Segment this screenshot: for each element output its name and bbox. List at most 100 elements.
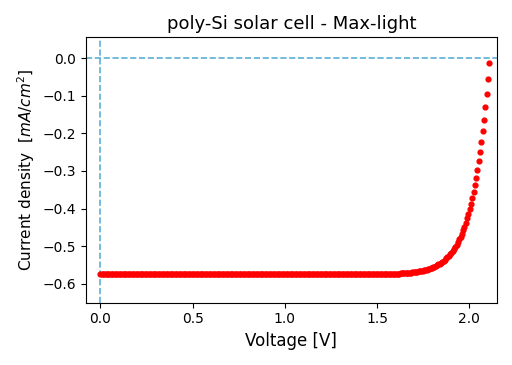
Point [300,272,308,277]
Point [265,272,273,277]
Point [271,272,280,277]
Point [117,272,125,277]
Point [282,272,290,277]
Point [355,272,363,277]
Point [357,272,366,277]
Point [126,272,135,277]
Point [212,272,221,277]
Point [445,253,453,259]
Point [125,272,133,277]
Point [232,272,240,277]
Point [244,272,252,277]
Point [279,272,287,277]
Point [400,270,409,276]
Point [450,246,458,252]
Point [385,271,393,277]
Point [260,272,268,277]
Point [120,272,128,277]
Point [468,195,476,201]
Point [189,272,197,277]
Point [441,257,449,262]
Point [286,272,294,277]
Point [143,272,152,277]
Point [426,265,435,271]
Point [459,227,467,233]
Point [106,272,115,277]
Point [186,272,195,277]
Point [150,272,158,277]
Point [257,272,265,277]
Point [465,206,474,212]
Point [165,272,174,277]
Point [309,272,317,277]
Point [233,272,242,277]
Point [339,272,347,277]
Point [100,272,109,277]
Point [335,272,343,277]
Point [403,270,411,276]
Point [365,272,373,277]
Point [168,272,176,277]
Point [193,272,201,277]
Point [391,271,399,277]
Point [356,272,364,277]
Point [330,272,338,277]
Point [205,272,213,277]
Point [351,272,359,277]
Point [111,272,119,277]
Point [276,272,285,277]
Point [398,270,406,276]
Point [180,272,188,277]
Point [442,255,450,261]
Point [222,272,230,277]
Point [386,271,394,277]
Point [383,271,392,277]
Point [453,242,461,247]
Point [121,272,129,277]
Point [420,267,428,273]
Point [481,104,489,110]
Point [98,272,106,277]
Point [344,272,352,277]
Point [480,117,488,123]
Point [185,272,193,277]
Point [375,271,383,277]
Point [217,272,225,277]
Point [425,266,433,272]
Point [103,272,111,277]
Point [104,272,112,277]
Point [340,272,349,277]
Point [274,272,282,277]
Point [141,272,149,277]
Point [377,271,385,277]
Point [267,272,275,277]
Point [270,272,278,277]
Point [268,272,276,277]
Point [139,272,147,277]
Point [387,271,395,277]
Point [182,272,190,277]
Point [305,272,313,277]
Point [438,259,446,265]
Point [474,167,482,173]
Point [99,272,107,277]
Point [124,272,132,277]
Point [338,272,346,277]
Point [342,272,350,277]
Point [353,272,361,277]
Point [167,272,175,277]
Point [304,272,312,277]
Point [325,272,333,277]
Point [112,272,120,277]
Point [206,272,214,277]
Point [394,271,402,277]
Point [210,272,218,277]
Point [458,231,466,237]
Point [464,211,473,217]
Point [407,270,415,276]
Point [255,272,264,277]
Point [175,272,183,277]
Point [133,272,141,277]
Point [170,272,179,277]
Point [181,272,189,277]
